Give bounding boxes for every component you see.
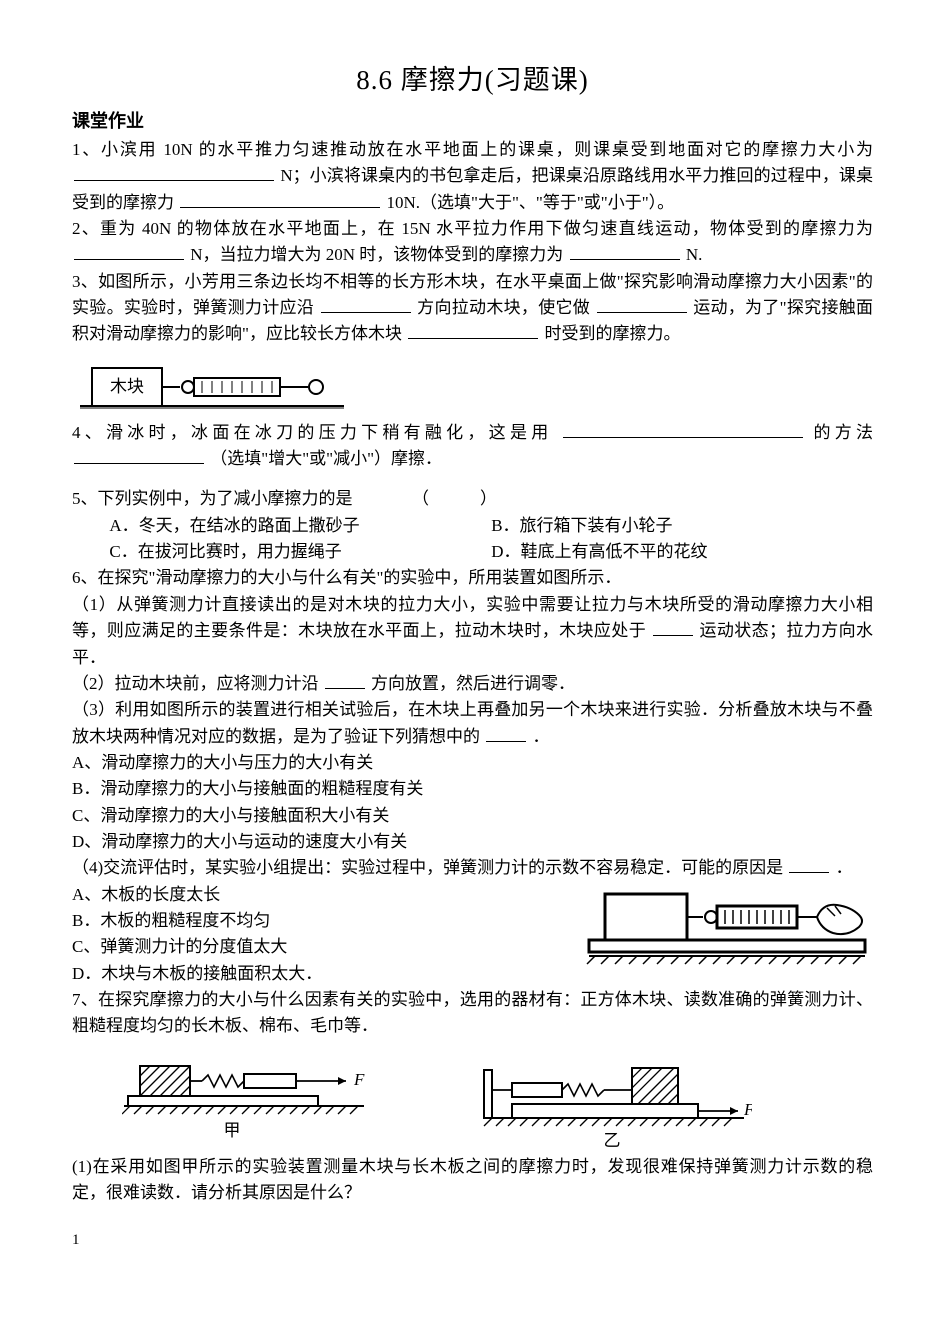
figure-q7-a: F 甲 bbox=[122, 1050, 372, 1150]
q6-p3a: （3）利用如图所示的装置进行相关试验后，在木块上再叠加另一个木块来进行实验．分析… bbox=[72, 700, 873, 745]
q2-t1: 2、重为 40N 的物体放在水平地面上，在 15N 水平拉力作用下做匀速直线运动… bbox=[72, 219, 873, 238]
q6-opt-d: D、滑动摩擦力的大小与运动的速度大小有关 bbox=[72, 829, 873, 855]
figure-q7-b: F 乙 bbox=[482, 1050, 752, 1150]
q6-p1-blank bbox=[653, 618, 693, 636]
question-6-options-4: A、木板的长度太长 B．木板的粗糙程度不均匀 C、弹簧测力计的分度值太大 D．木… bbox=[72, 882, 873, 987]
svg-text:乙: 乙 bbox=[604, 1131, 621, 1150]
svg-text:F: F bbox=[353, 1070, 365, 1089]
q5-opt-b: B．旅行箱下装有小轮子 bbox=[491, 513, 873, 539]
question-3: 3、如图所示，小芳用三条边长均不相等的长方形木块，在水平桌面上做"探究影响滑动摩… bbox=[72, 269, 873, 348]
block-label-text: 木块 bbox=[110, 377, 144, 396]
q6-p4-blank bbox=[789, 855, 829, 873]
q1-blank-2 bbox=[180, 190, 380, 208]
q2-t3: N. bbox=[686, 245, 703, 264]
q6-opt-b: B．滑动摩擦力的大小与接触面的粗糙程度有关 bbox=[72, 776, 873, 802]
question-7-p1: (1)在采用如图甲所示的实验装置测量木块与长木板之间的摩擦力时，发现很难保持弹簧… bbox=[72, 1154, 873, 1207]
q5-opt-c: C．在拔河比赛时，用力握绳子 bbox=[109, 539, 491, 565]
q5-opt-d: D．鞋底上有高低不平的花纹 bbox=[491, 539, 873, 565]
question-7-stem: 7、在探究摩擦力的大小与什么因素有关的实验中，选用的器材有：正方体木块、读数准确… bbox=[72, 987, 873, 1040]
q2-t2: N，当拉力增大为 20N 时，该物体受到的摩擦力为 bbox=[190, 245, 563, 264]
figure-block-spring: 木块 bbox=[72, 354, 873, 416]
question-6-p2: （2）拉动木块前，应将测力计沿 方向放置，然后进行调零． bbox=[72, 671, 873, 697]
q6-opt-c: C、滑动摩擦力的大小与接触面积大小有关 bbox=[72, 803, 873, 829]
q6-p2a: （2）拉动木块前，应将测力计沿 bbox=[72, 674, 319, 693]
q6-p2b: 方向放置，然后进行调零． bbox=[371, 674, 575, 693]
question-5-stem: 5、下列实例中，为了减小摩擦力的是 （ ） bbox=[72, 486, 873, 512]
q4-blank-2 bbox=[74, 446, 204, 464]
q6-opt4-c: C、弹簧测力计的分度值太大 bbox=[72, 934, 573, 960]
page-root: 8.6 摩擦力(习题课) 课堂作业 1、小滨用 10N 的水平推力匀速推动放在水… bbox=[0, 0, 945, 1279]
question-6-p3: （3）利用如图所示的装置进行相关试验后，在木块上再叠加另一个木块来进行实验．分析… bbox=[72, 697, 873, 750]
q1-t1: 1、小滨用 10N 的水平推力匀速推动放在水平地面上的课桌，则课桌受到地面对它的… bbox=[72, 140, 873, 159]
q6-opt4-b: B．木板的粗糙程度不均匀 bbox=[72, 908, 573, 934]
q3-t4: 时受到的摩擦力。 bbox=[544, 324, 680, 343]
spacer bbox=[72, 472, 873, 486]
q6-p2-blank bbox=[325, 671, 365, 689]
question-1: 1、小滨用 10N 的水平推力匀速推动放在水平地面上的课桌，则课桌受到地面对它的… bbox=[72, 137, 873, 216]
question-4: 4、滑冰时，冰面在冰刀的压力下稍有融化，这是用 的方法 （选填"增大"或"减小"… bbox=[72, 420, 873, 473]
q6-p3b: ． bbox=[533, 727, 550, 746]
q6-p3-blank bbox=[486, 724, 526, 742]
q2-blank-1 bbox=[74, 243, 184, 261]
q3-blank-3 bbox=[408, 322, 538, 340]
question-6-p1: （1）从弹簧测力计直接读出的是对木块的拉力大小，实验中需要让拉力与木块所受的滑动… bbox=[72, 592, 873, 671]
q6-opt4-d: D．木块与木板的接触面积太大． bbox=[72, 961, 573, 987]
q6-p4b: ． bbox=[836, 858, 853, 877]
q1-blank-1 bbox=[74, 164, 274, 182]
question-6-stem: 6、在探究"滑动摩擦力的大小与什么有关"的实验中，所用装置如图所示． bbox=[72, 565, 873, 591]
q6-opt-a: A、滑动摩擦力的大小与压力的大小有关 bbox=[72, 750, 873, 776]
q4-t1: 4、滑冰时，冰面在冰刀的压力下稍有融化，这是用 bbox=[72, 423, 552, 442]
question-2: 2、重为 40N 的物体放在水平地面上，在 15N 水平拉力作用下做匀速直线运动… bbox=[72, 216, 873, 269]
q6-opt4-a: A、木板的长度太长 bbox=[72, 882, 573, 908]
q3-t2: 方向拉动木块，使它做 bbox=[417, 298, 590, 317]
q2-blank-2 bbox=[570, 243, 680, 261]
figure-q6 bbox=[583, 882, 873, 974]
q5-opt-a: A．冬天，在结冰的路面上撒砂子 bbox=[109, 513, 491, 539]
q4-blank-1 bbox=[563, 420, 803, 438]
q6-p4a: （4)交流评估时，某实验小组提出：实验过程中，弹簧测力计的示数不容易稳定．可能的… bbox=[72, 858, 783, 877]
svg-text:F: F bbox=[743, 1100, 752, 1119]
section-heading: 课堂作业 bbox=[72, 107, 873, 133]
question-6-p4: （4)交流评估时，某实验小组提出：实验过程中，弹簧测力计的示数不容易稳定．可能的… bbox=[72, 855, 873, 881]
figure-q7-pair: F 甲 bbox=[122, 1050, 873, 1150]
q4-t3: （选填"增大"或"减小"）摩擦． bbox=[210, 449, 442, 468]
q4-t2: 的方法 bbox=[814, 423, 874, 442]
page-number: 1 bbox=[72, 1232, 873, 1249]
q3-blank-1 bbox=[321, 295, 411, 313]
svg-text:甲: 甲 bbox=[224, 1121, 241, 1140]
q3-blank-2 bbox=[597, 295, 687, 313]
q1-t3: 10N.（选填"大于"、"等于"或"小于"）。 bbox=[387, 193, 675, 212]
page-title: 8.6 摩擦力(习题课) bbox=[72, 58, 873, 97]
question-5-options: A．冬天，在结冰的路面上撒砂子 B．旅行箱下装有小轮子 C．在拔河比赛时，用力握… bbox=[109, 513, 873, 566]
